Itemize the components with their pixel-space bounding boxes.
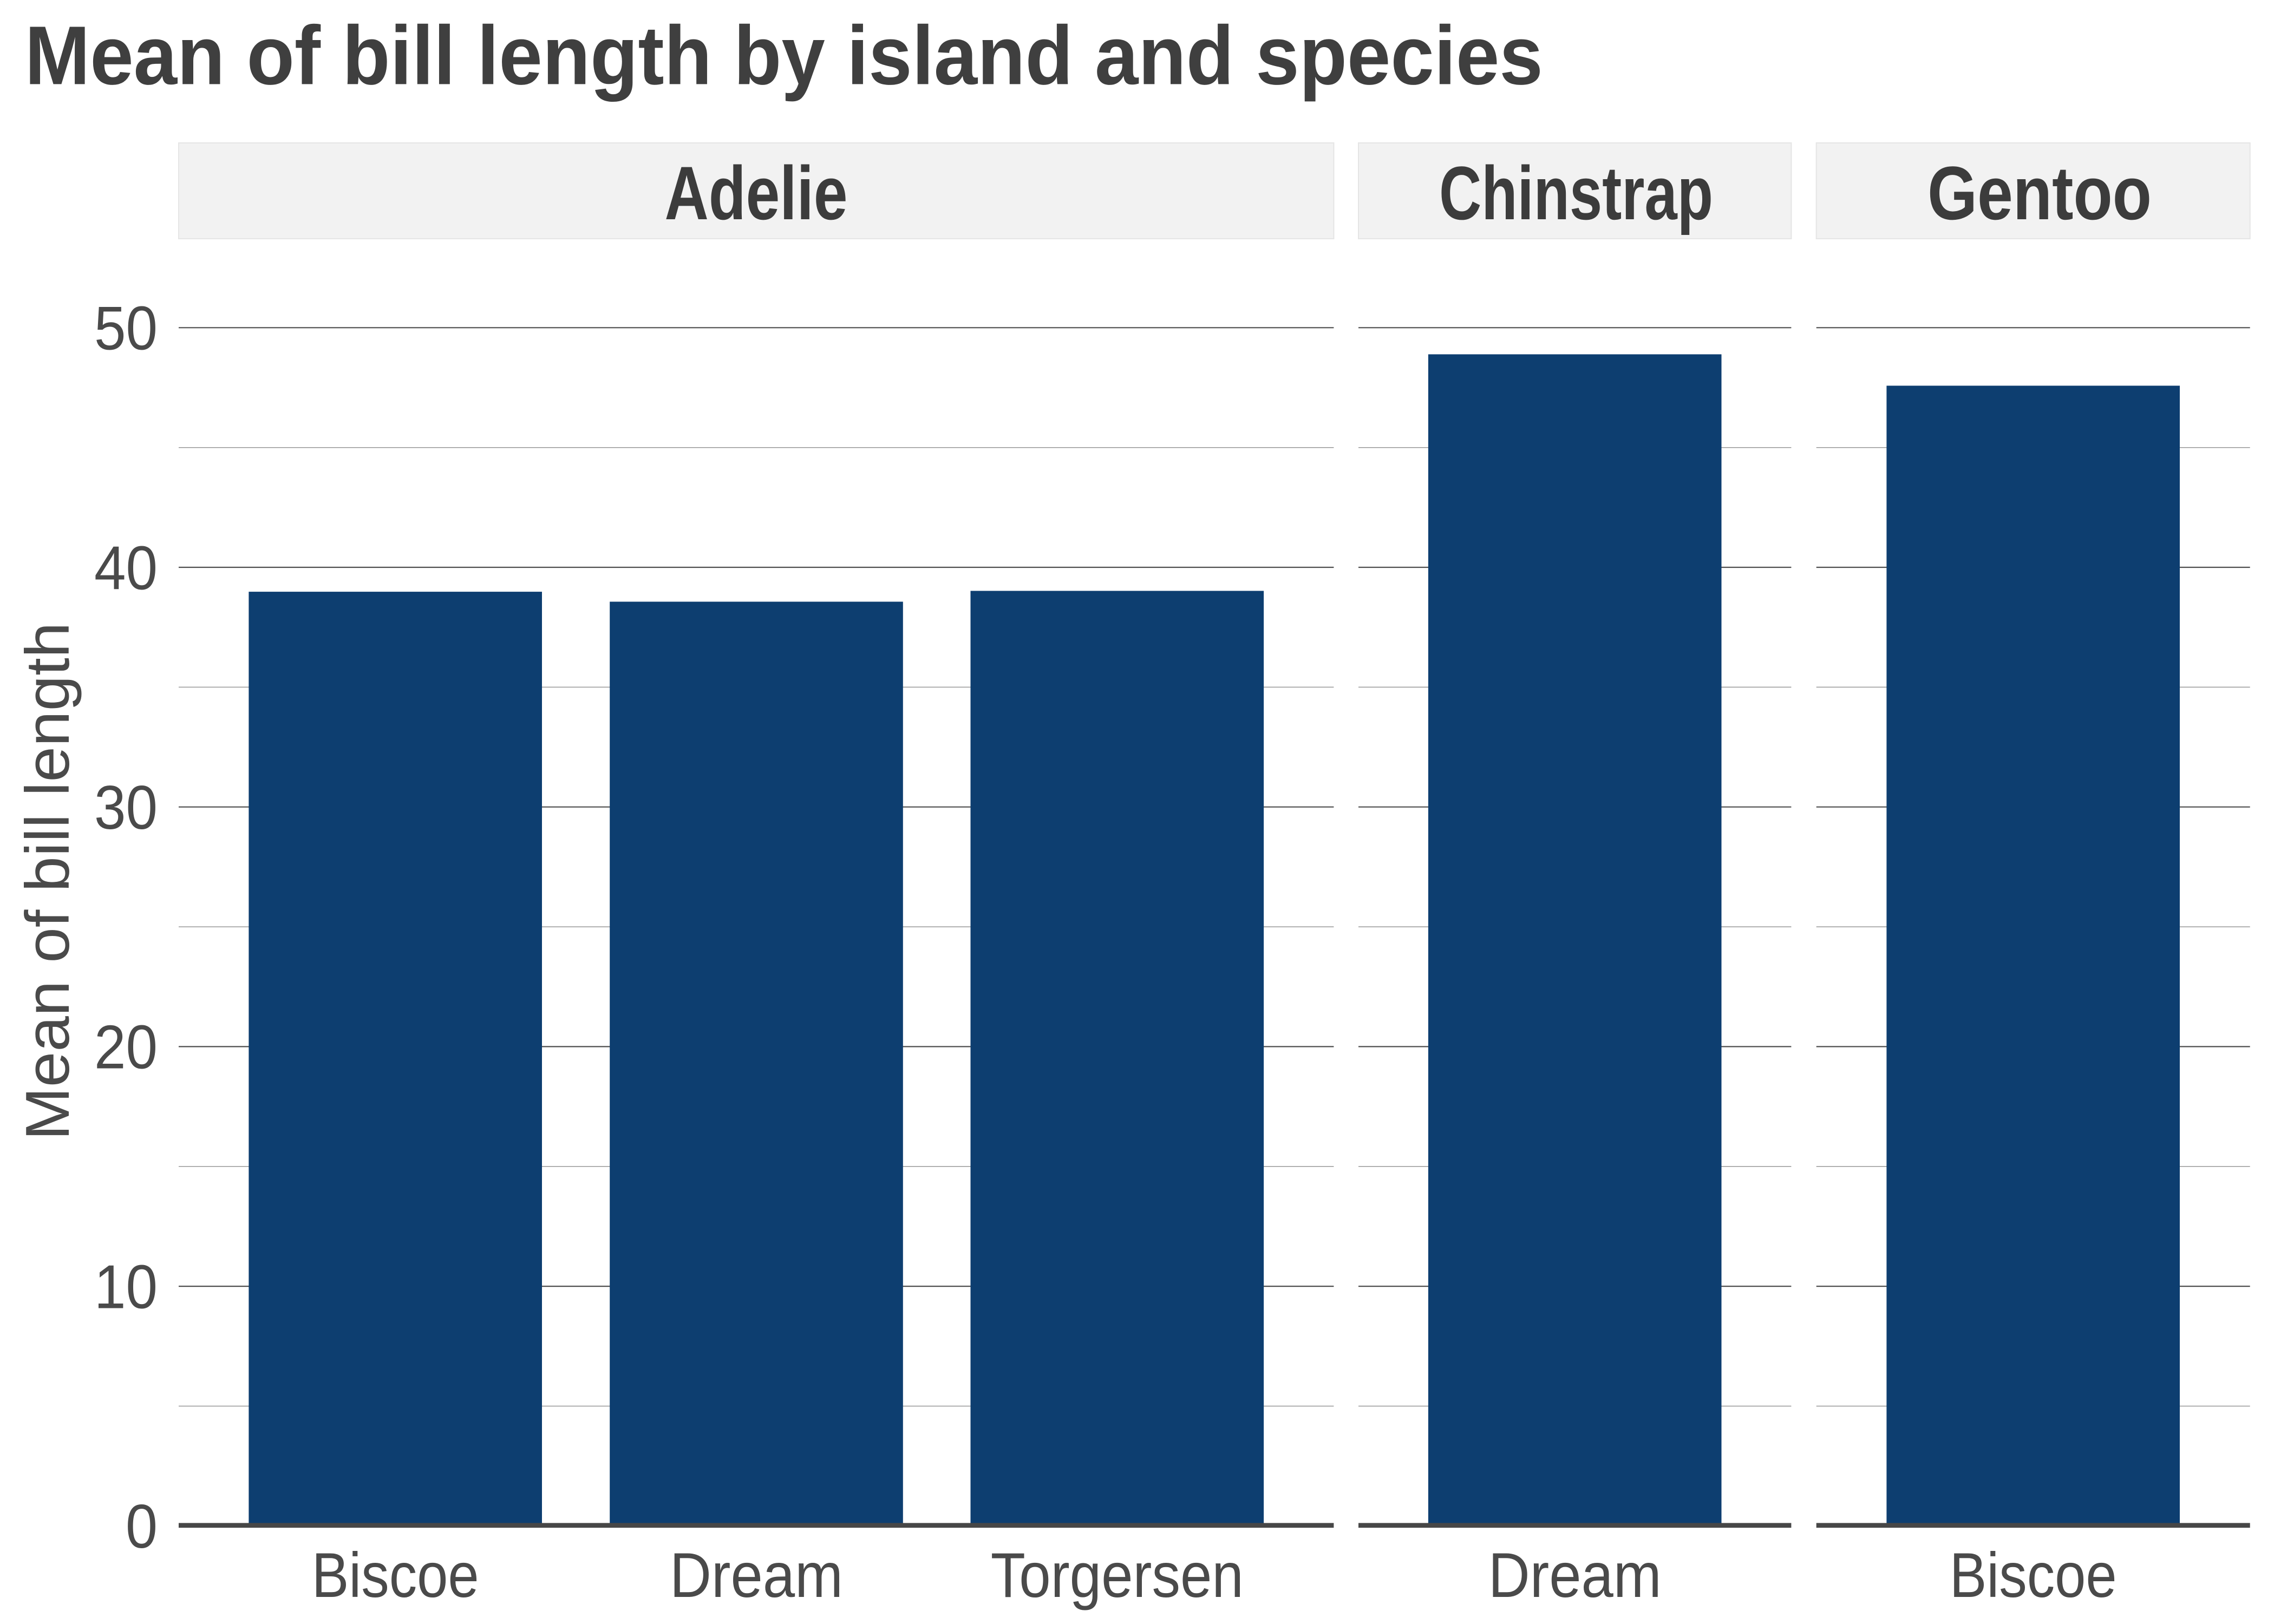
svg-text:Dream: Dream	[670, 1540, 843, 1610]
svg-text:40: 40	[94, 534, 158, 603]
svg-text:Chinstrap: Chinstrap	[1439, 150, 1713, 235]
svg-text:20: 20	[94, 1013, 158, 1082]
svg-text:Dream: Dream	[1488, 1540, 1662, 1610]
svg-text:50: 50	[94, 294, 158, 363]
svg-text:Torgersen: Torgersen	[991, 1540, 1244, 1610]
svg-text:Gentoo: Gentoo	[1927, 150, 2152, 235]
svg-text:Mean of bill length by island: Mean of bill length by island and specie…	[25, 9, 1543, 102]
svg-text:0: 0	[126, 1492, 158, 1561]
svg-text:Biscoe: Biscoe	[312, 1540, 479, 1610]
svg-text:10: 10	[94, 1253, 158, 1321]
svg-text:Adelie: Adelie	[665, 150, 848, 235]
svg-text:Biscoe: Biscoe	[1950, 1540, 2117, 1610]
svg-text:Mean of bill length: Mean of bill length	[14, 623, 82, 1141]
svg-text:30: 30	[94, 774, 158, 842]
